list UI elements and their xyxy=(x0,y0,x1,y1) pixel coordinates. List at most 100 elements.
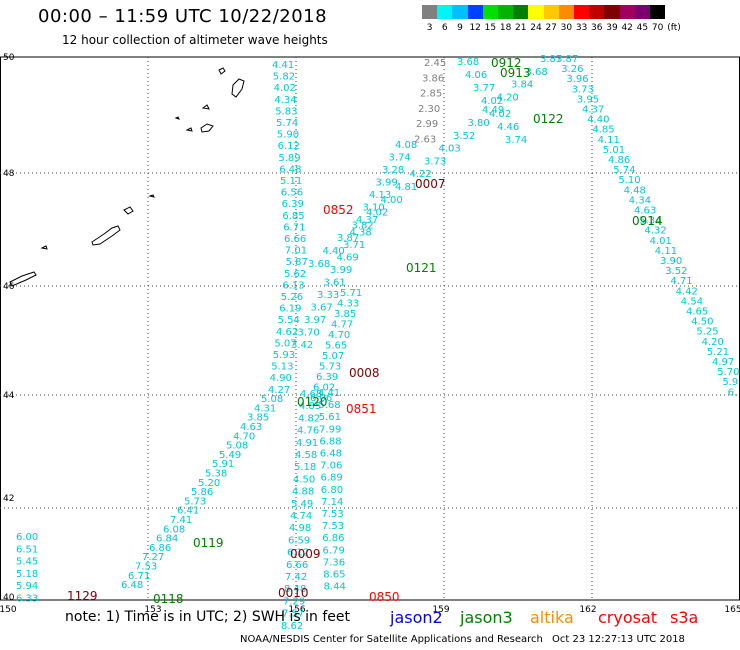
wave-height: 4.01 xyxy=(650,236,672,247)
track-time-label: 0914 xyxy=(632,214,663,228)
scale-swatch xyxy=(558,5,574,19)
wave-height: 5.91 xyxy=(212,459,234,470)
wave-height: 5.26 xyxy=(281,292,303,303)
wave-height: 4.82 xyxy=(298,413,320,424)
wave-height: 6.19 xyxy=(279,304,301,315)
track-marks: 4.415.824.024.345.835.745.906.125.896.48… xyxy=(16,54,739,632)
wave-height: 7.99 xyxy=(319,424,341,435)
wave-height: 5.82 xyxy=(273,72,295,83)
wave-height: 7.27 xyxy=(142,552,164,563)
wave-height: 6.59 xyxy=(288,535,310,546)
lat-tick-label: 44 xyxy=(3,391,15,401)
wave-height: 3.99 xyxy=(330,265,352,276)
scale-swatch xyxy=(574,5,590,19)
wave-height: 3.95 xyxy=(577,94,599,105)
wave-height: 8.44 xyxy=(324,582,346,593)
wave-height: 7.36 xyxy=(323,557,345,568)
wave-height: 3.74 xyxy=(505,135,527,146)
wave-height: 6.41 xyxy=(177,506,199,517)
island-10 xyxy=(40,245,48,250)
wave-height: 4.86 xyxy=(608,155,630,166)
wave-height: 4.68 xyxy=(300,389,322,400)
wave-height: 6.00 xyxy=(16,532,38,543)
wave-height: 4.50 xyxy=(691,317,713,328)
scale-swatch xyxy=(650,5,666,19)
wave-height: 4.11 xyxy=(598,135,620,146)
scale-label: 15 xyxy=(484,23,497,33)
wave-height: 6.06 xyxy=(310,393,332,404)
track-time-label: 0122 xyxy=(533,112,564,126)
wave-height: 6.71 xyxy=(128,571,150,582)
wave-height: 3.77 xyxy=(473,83,495,94)
wave-height: 5.87 xyxy=(286,257,308,268)
wave-height: 8.62 xyxy=(281,621,303,632)
wave-height: 3.52 xyxy=(453,131,475,142)
wave-height: 4.08 xyxy=(395,140,417,151)
generated-timestamp: Oct 23 12:27:13 UTC 2018 xyxy=(552,634,685,645)
wave-height: 5.68 xyxy=(318,400,340,411)
legend-cryosat: cryosat xyxy=(598,608,658,627)
wave-height: 4.54 xyxy=(681,296,703,307)
wave-height: 4.77 xyxy=(331,320,353,331)
wave-height: 4.85 xyxy=(299,401,321,412)
scale-swatch xyxy=(437,5,453,19)
scale-label: 27 xyxy=(545,23,557,33)
wave-height: 7.57 xyxy=(282,609,304,620)
wave-height: 5.01 xyxy=(603,145,625,156)
wave-height: 6.88 xyxy=(319,436,341,447)
scale-swatch xyxy=(634,5,650,19)
wave-height: 3.96 xyxy=(566,74,588,85)
wave-height: 4.02 xyxy=(489,109,511,120)
wave-height: 4.37 xyxy=(582,105,604,116)
wave-height: 4.02 xyxy=(366,208,388,219)
wave-height: 4.13 xyxy=(369,190,391,201)
wave-height: 4.76 xyxy=(297,426,319,437)
map-grid: 150 153 156 159 162 165 50 48 46 44 42 40 xyxy=(0,53,740,615)
wave-height: 4.98 xyxy=(289,523,311,534)
wave-height: 5.94 xyxy=(16,581,38,592)
track-time-label: 1129 xyxy=(67,589,98,603)
island-7 xyxy=(148,194,155,198)
wave-height: 6.86 xyxy=(149,543,171,554)
legend-s3a: s3a xyxy=(670,608,699,627)
wave-height: 3.86 xyxy=(422,73,444,84)
track-time-label: 0121 xyxy=(406,261,437,275)
wave-height: 3.70 xyxy=(298,328,320,339)
lat-tick-label: 48 xyxy=(3,169,15,179)
wave-height: 3.71 xyxy=(343,240,365,251)
scale-swatch xyxy=(452,5,468,19)
lon-tick-label: 156 xyxy=(288,605,305,615)
units-note: note: 1) Time is in UTC; 2) SWH is in fe… xyxy=(65,609,351,625)
island-9 xyxy=(91,225,121,246)
wave-height: 6.89 xyxy=(320,473,342,484)
wave-height: 5.83 xyxy=(275,106,297,117)
wave-height: 5.11 xyxy=(280,176,302,187)
wave-height: 7.06 xyxy=(320,461,342,472)
wave-height: 3.99 xyxy=(376,178,398,189)
wave-height: 4.58 xyxy=(295,450,317,461)
track-time-label: 0010 xyxy=(278,586,309,600)
wave-height: 5.73 xyxy=(184,496,206,507)
scale-label: 45 xyxy=(636,23,649,33)
wave-height: 4.37 xyxy=(356,215,378,226)
wave-height: 6.08 xyxy=(163,524,185,535)
wave-height: 6.84 xyxy=(156,534,178,545)
wave-height: 2.99 xyxy=(416,119,438,130)
wave-height: 2.63 xyxy=(414,135,436,146)
wave-height: 7.29 xyxy=(283,596,305,607)
lon-tick-label: 162 xyxy=(579,605,596,615)
wave-height: 3.52 xyxy=(665,266,687,277)
track-time-label: 0851 xyxy=(346,402,377,416)
wave-height: 6.80 xyxy=(321,485,343,496)
scale-label: 39 xyxy=(606,23,618,33)
wave-height: 3.84 xyxy=(511,80,533,91)
wave-height: 6.48 xyxy=(121,580,143,591)
wave-height: 6.86 xyxy=(322,533,344,544)
wave-height: 4.62 xyxy=(276,327,298,338)
wave-height: 5.54 xyxy=(278,315,300,326)
wave-height: 5.10 xyxy=(618,175,640,186)
wave-height: 4.31 xyxy=(254,403,276,414)
lon-tick-label: 165 xyxy=(724,605,740,615)
track-time-label: 0118 xyxy=(153,592,184,606)
